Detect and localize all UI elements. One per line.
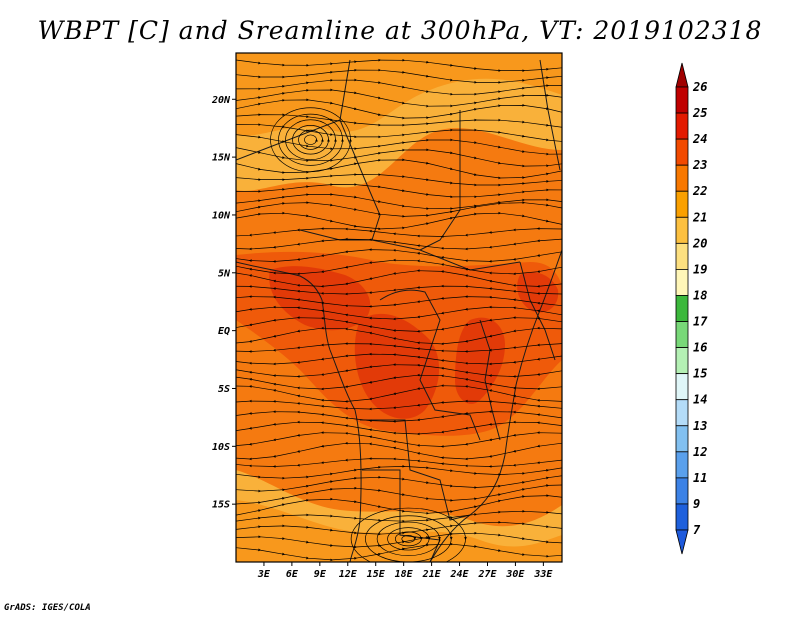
streamline bbox=[236, 183, 562, 199]
vortex-south bbox=[401, 535, 417, 543]
colorbar-label: 18 bbox=[693, 288, 707, 302]
colorbar-label: 26 bbox=[692, 80, 707, 94]
lon-tick-label: 15E bbox=[367, 569, 386, 580]
streamline bbox=[236, 284, 562, 296]
streamline bbox=[236, 542, 562, 562]
map-axes: 20N 15N 10N 5N EQ 5S 10S 15S 3E 6E 9E 12E 15E 18E 21E 2… bbox=[211, 95, 553, 580]
streamline bbox=[236, 441, 562, 461]
lat-tick-label: 20N bbox=[211, 95, 231, 106]
lat-tick-label: 15S bbox=[212, 500, 230, 511]
vortex-north bbox=[304, 134, 318, 145]
lat-tick-label: 5S bbox=[218, 384, 230, 395]
lon-tick-label: 30E bbox=[505, 569, 525, 580]
lon-tick-label: 12E bbox=[339, 569, 358, 580]
streamline bbox=[236, 227, 562, 238]
colorbar-label: 25 bbox=[692, 106, 707, 120]
lat-tick-label: 10N bbox=[212, 210, 231, 221]
grads-credit: GrADS: IGES/COLA bbox=[4, 603, 91, 613]
streamline bbox=[236, 399, 562, 411]
streamlines bbox=[236, 58, 562, 562]
colorbar-label: 13 bbox=[693, 419, 707, 433]
colorbar-top-arrow bbox=[675, 62, 689, 88]
colorbar-swatch bbox=[675, 112, 689, 140]
streamline bbox=[236, 384, 562, 403]
lat-tick-label: EQ bbox=[218, 326, 230, 337]
colorbar-label: 16 bbox=[693, 341, 707, 355]
lon-tick-label: 9E bbox=[314, 569, 327, 580]
streamline bbox=[236, 326, 562, 346]
colorbar-swatch bbox=[675, 216, 689, 244]
streamline bbox=[236, 123, 562, 142]
colorbar-swatch bbox=[675, 451, 689, 479]
colorbar-label: 7 bbox=[693, 523, 701, 537]
colorbar-bottom-arrow bbox=[675, 529, 689, 555]
colorbar-label: 24 bbox=[692, 132, 707, 146]
map-frame bbox=[235, 52, 563, 563]
streamline bbox=[236, 431, 562, 448]
colorbar-swatch bbox=[675, 269, 689, 296]
colorbar-label: 14 bbox=[693, 393, 707, 407]
streamline bbox=[236, 295, 562, 308]
vortex-south bbox=[376, 521, 441, 557]
colorbar-swatch bbox=[675, 347, 689, 375]
streamline bbox=[236, 237, 562, 251]
lat-tick-label: 15N bbox=[212, 153, 231, 164]
streamline bbox=[236, 342, 562, 353]
lon-tick-label: 21E bbox=[422, 569, 442, 580]
colorbar-swatch bbox=[675, 164, 689, 192]
colorbar-label: 23 bbox=[692, 158, 707, 172]
vortex-south bbox=[365, 515, 453, 562]
streamline bbox=[236, 269, 562, 288]
lon-tick-label: 6E bbox=[286, 569, 299, 580]
vortex-north bbox=[278, 113, 344, 166]
colorbar-swatch bbox=[675, 190, 689, 218]
vortex-north bbox=[270, 107, 352, 173]
colorbar-swatch bbox=[675, 295, 689, 322]
lat-tick-label: 10S bbox=[212, 442, 230, 453]
vortex-south bbox=[387, 527, 431, 551]
colorbar-label: 17 bbox=[693, 315, 708, 329]
lon-tick-label: 33E bbox=[533, 569, 553, 580]
vortex-south bbox=[394, 531, 423, 547]
colorbar-swatch bbox=[675, 86, 689, 114]
colorbar-swatch bbox=[675, 373, 689, 401]
colorbar: 26 25 24 23 22 21 20 19 18 17 16 15 14 13 12 11 9 7 bbox=[675, 62, 708, 555]
colorbar-swatch bbox=[675, 242, 689, 270]
lat-tick-label: 5N bbox=[218, 268, 231, 279]
lon-tick-label: 3E bbox=[257, 569, 271, 580]
vortex-north bbox=[292, 125, 330, 155]
vortex-north bbox=[298, 129, 324, 150]
colorbar-label: 15 bbox=[693, 367, 707, 381]
colorbar-swatch bbox=[675, 477, 689, 505]
colorbar-swatch bbox=[675, 425, 689, 453]
lon-tick-label: 27E bbox=[477, 569, 497, 580]
colorbar-label: 20 bbox=[692, 236, 707, 250]
colorbar-label: 22 bbox=[692, 184, 707, 198]
lon-tick-label: 18E bbox=[395, 569, 414, 580]
colorbar-swatch bbox=[675, 503, 689, 531]
colorbar-label: 19 bbox=[693, 262, 707, 276]
plot-title: WBPT [C] and Sreamline at 300hPa, VT: 20… bbox=[37, 16, 763, 45]
vortex-north bbox=[285, 119, 337, 161]
colorbar-label: 12 bbox=[693, 445, 707, 459]
colorbar-swatch bbox=[675, 138, 689, 166]
vortex-south bbox=[350, 507, 467, 562]
colorbar-label: 21 bbox=[692, 210, 707, 224]
colorbar-swatch bbox=[675, 321, 689, 348]
lon-tick-label: 24E bbox=[450, 569, 470, 580]
colorbar-swatch bbox=[675, 399, 689, 427]
colorbar-label: 11 bbox=[693, 471, 707, 485]
colorbar-label: 9 bbox=[693, 497, 700, 511]
